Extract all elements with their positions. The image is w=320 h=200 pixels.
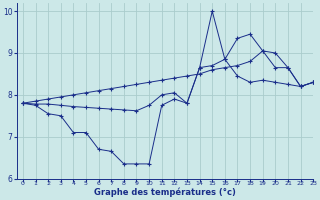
X-axis label: Graphe des températures (°c): Graphe des températures (°c) [94,188,236,197]
